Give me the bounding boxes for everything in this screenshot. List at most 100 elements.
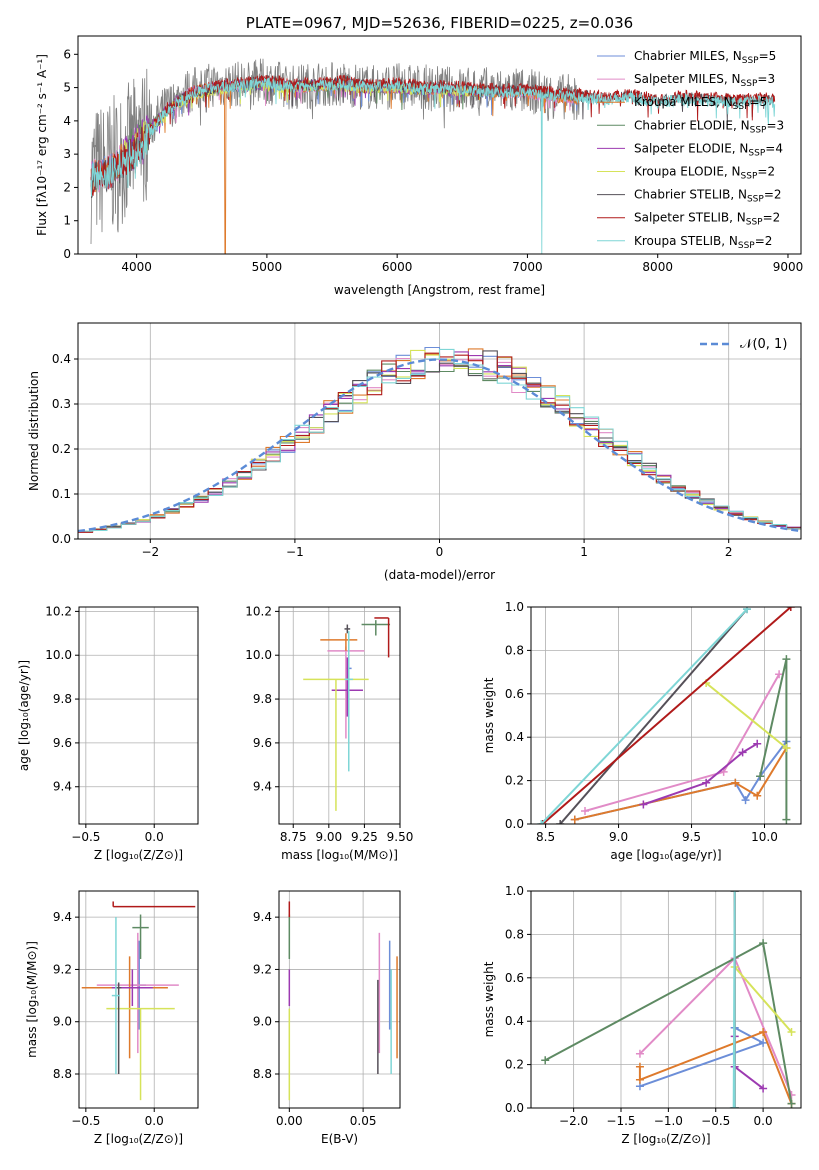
legend-name: Salpeter MILES, N [634,72,741,86]
y-tick-label: 5 [63,81,71,95]
y-tick-label: 9.4 [53,910,72,924]
x-axis-label: Z [log₁₀(Z/Z⊙)] [621,1132,710,1146]
x-tick-label: −1.0 [654,1114,683,1128]
y-tick-label: 0.3 [52,397,71,411]
weight-point-marker [782,744,791,753]
weight-series-line [643,742,758,806]
weight-point-marker [782,655,791,664]
x-tick-label: 0.05 [350,1114,377,1128]
x-tick-label: −2.0 [559,1114,588,1128]
y-tick-label: 0.2 [52,442,71,456]
y-tick-label: 9.0 [53,1015,72,1029]
legend-label: Chabrier ELODIE, NSSP=3 [634,118,784,135]
legend-label: Kroupa MILES, NSSP=5 [634,95,767,112]
legend-label: Kroupa STELIB, NSSP=2 [634,234,772,251]
x-tick-label: −1 [286,545,304,559]
x-tick-label: −0.5 [701,1114,730,1128]
y-tick-label: 8.8 [253,1067,272,1081]
errorbar-plot [288,901,398,1101]
y-tick-label: 3 [63,147,71,161]
x-tick-label: 9000 [773,260,804,274]
y-tick-label: 9.0 [253,1015,272,1029]
y-tick-label: 1.0 [505,600,524,614]
y-tick-label: 0.8 [505,927,524,941]
y-tick-label: 0.0 [505,817,524,831]
legend-label: 𝒩(0, 1) [740,337,787,352]
legend-name: Kroupa STELIB, N [634,234,738,248]
legend-name: Chabrier STELIB, N [634,188,747,202]
legend-suffix: =2 [764,188,782,202]
weight-point-marker [730,1104,739,1108]
y-tick-label: 9.2 [53,962,72,976]
x-tick-label: −1.5 [606,1114,635,1128]
y-tick-label: 0.4 [52,352,71,366]
y-tick-label: 10.2 [245,604,272,618]
y-tick-label: 1.0 [505,884,524,898]
weight-point-marker [731,778,740,787]
x-tick-label: 9.0 [609,830,628,844]
normal-curve-line [78,358,801,533]
model-spectrum-line [90,77,776,254]
x-axis-label: Z [log₁₀(Z/Z⊙)] [94,848,183,862]
x-tick-label: −2 [141,545,159,559]
y-tick-label: 9.4 [253,910,272,924]
weight-point-marker [730,891,739,895]
y-tick-label: 1 [63,214,71,228]
weight-point-marker [537,820,546,824]
legend-suffix: =2 [757,165,775,179]
legend-sub: SSP [750,125,767,135]
weight-series-line [559,608,748,824]
weight-point-marker [753,791,762,800]
y-tick-label: 0 [63,247,71,261]
x-tick-label: 5000 [252,260,283,274]
x-axis-label: Z [log₁₀(Z/Z⊙)] [94,1132,183,1146]
legend-suffix: =5 [750,95,768,109]
y-axis-label: mass weight [482,961,496,1037]
x-tick-label: 9.00 [315,830,342,844]
spectrum-plot [90,58,776,254]
y-axis-label: Flux [fλ10⁻¹⁷ erg cm⁻² s⁻¹ A⁻¹] [35,54,49,236]
weight-series-line [705,682,788,749]
weight-point-marker [556,820,565,824]
weight-point-marker [775,670,784,679]
weight-series-line [638,1030,793,1105]
legend-name: Chabrier MILES, N [634,49,742,63]
errorbar-plot [81,901,196,1101]
y-tick-label: 0.8 [505,643,524,657]
y-tick-label: 10.2 [45,604,72,618]
legend-suffix: =3 [757,72,775,86]
legend-label: Chabrier MILES, NSSP=5 [634,49,776,66]
x-tick-label: 1 [580,545,588,559]
weight-point-marker [756,772,765,781]
weight-point-marker [753,739,762,748]
x-tick-label: 2 [725,545,733,559]
x-tick-label: 8.75 [280,830,307,844]
x-tick-label: 4000 [121,260,152,274]
axes-frame [530,606,802,825]
weight-point-marker [635,1062,644,1071]
weight-point-marker [702,778,711,787]
y-tick-label: 2 [63,180,71,194]
axes-frame [78,890,199,1109]
y-tick-label: 0.0 [505,1101,524,1115]
legend-label: Chabrier STELIB, NSSP=2 [634,188,782,205]
axes-frame [78,606,199,825]
x-tick-label: 0.0 [754,1114,773,1128]
x-axis-label: (data-model)/error [384,568,495,582]
x-tick-label: 10.0 [751,830,778,844]
weight-point-marker [570,815,579,824]
histogram-series [78,348,801,532]
weight-point-marker [743,607,751,614]
y-tick-label: 10.0 [245,648,272,662]
y-tick-label: 0.4 [505,1014,524,1028]
x-tick-label: 7000 [512,260,543,274]
weight-series-line [732,891,736,1108]
legend-sub: SSP [746,218,763,228]
weight-point-marker [759,1028,768,1037]
model-spectrum-line [90,74,776,196]
x-tick-label: 0.0 [145,830,164,844]
axes-frame [77,35,802,255]
histogram-plot [78,346,801,533]
y-tick-label: 6 [63,47,71,61]
